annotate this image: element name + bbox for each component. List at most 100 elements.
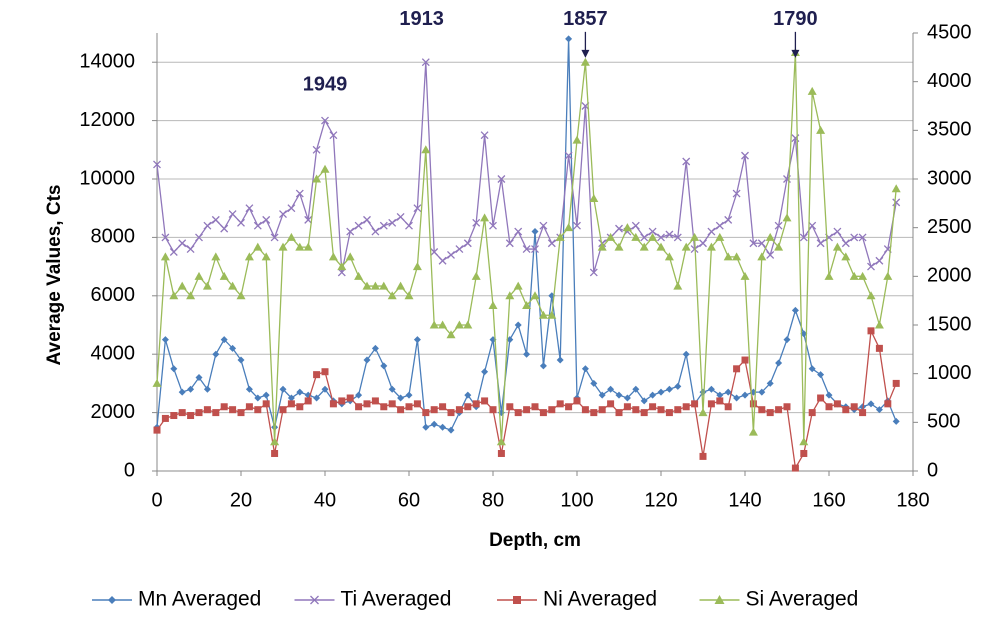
marker	[733, 365, 741, 373]
marker	[195, 374, 203, 382]
marker	[286, 232, 296, 241]
marker	[716, 397, 724, 405]
marker	[816, 239, 825, 248]
marker	[454, 320, 464, 329]
marker	[758, 388, 766, 396]
marker	[530, 291, 540, 300]
annotation: 1857	[563, 8, 608, 30]
marker	[807, 86, 817, 95]
marker	[547, 310, 557, 319]
marker	[279, 210, 287, 218]
marker	[590, 379, 598, 387]
series	[153, 58, 901, 277]
marker	[791, 306, 799, 314]
marker	[237, 409, 245, 417]
marker	[884, 400, 892, 408]
marker	[572, 135, 582, 144]
marker	[396, 213, 405, 221]
marker	[699, 239, 707, 248]
marker	[800, 449, 808, 457]
y-tick-label: 6000	[91, 284, 136, 306]
marker	[522, 245, 531, 254]
series	[152, 47, 901, 446]
marker	[488, 301, 498, 310]
marker	[161, 336, 169, 344]
marker	[497, 449, 505, 457]
marker	[430, 420, 438, 428]
marker	[682, 350, 690, 358]
marker	[631, 221, 640, 230]
marker	[304, 397, 312, 405]
marker	[799, 437, 809, 446]
marker	[219, 271, 229, 280]
x-tick-label: 0	[151, 489, 162, 511]
marker	[765, 232, 775, 241]
marker	[674, 406, 682, 414]
marker	[580, 57, 590, 66]
marker	[640, 233, 649, 242]
x-tick-label: 180	[896, 489, 929, 511]
marker	[169, 291, 179, 300]
marker	[892, 198, 901, 207]
y-tick-label: 0	[124, 459, 135, 481]
marker	[891, 184, 901, 193]
marker	[741, 391, 749, 399]
marker	[396, 281, 406, 290]
marker	[825, 403, 833, 411]
marker	[505, 239, 514, 248]
marker	[858, 271, 868, 280]
marker	[371, 397, 379, 405]
marker	[707, 400, 715, 408]
marker	[161, 233, 170, 242]
marker	[850, 403, 858, 411]
marker	[816, 125, 826, 134]
y-axis-title: Average Values, Cts	[44, 185, 65, 366]
marker	[262, 400, 270, 408]
marker	[648, 232, 658, 241]
marker	[446, 330, 456, 339]
marker	[833, 227, 842, 236]
marker	[740, 271, 750, 280]
marker	[648, 227, 657, 236]
marker	[513, 596, 521, 604]
marker	[178, 409, 186, 417]
marker	[303, 242, 313, 251]
marker	[682, 157, 691, 166]
marker	[615, 224, 623, 233]
marker	[211, 252, 221, 261]
marker	[590, 409, 598, 417]
marker	[254, 394, 262, 402]
marker	[673, 233, 682, 242]
marker	[447, 426, 455, 434]
marker	[657, 388, 665, 396]
marker	[355, 391, 363, 399]
marker	[505, 291, 515, 300]
marker	[195, 233, 203, 242]
marker	[859, 409, 867, 417]
marker	[186, 291, 196, 300]
marker	[397, 394, 405, 402]
marker	[203, 385, 211, 393]
marker	[346, 394, 354, 402]
marker	[202, 281, 212, 290]
marker	[169, 248, 178, 256]
marker	[615, 409, 623, 417]
marker	[674, 382, 682, 390]
marker	[245, 204, 254, 213]
arrow-head	[581, 49, 590, 58]
marker	[329, 400, 337, 408]
marker	[841, 252, 851, 261]
marker	[715, 232, 725, 241]
y2-tick-label: 4500	[927, 21, 972, 43]
marker	[220, 224, 229, 233]
marker	[808, 365, 816, 373]
marker	[337, 262, 347, 271]
y2-tick-label: 2500	[927, 216, 972, 238]
marker	[707, 227, 716, 236]
marker	[623, 394, 631, 402]
marker	[858, 233, 867, 242]
marker	[160, 252, 170, 261]
x-tick-label: 100	[560, 489, 593, 511]
marker	[690, 232, 700, 241]
